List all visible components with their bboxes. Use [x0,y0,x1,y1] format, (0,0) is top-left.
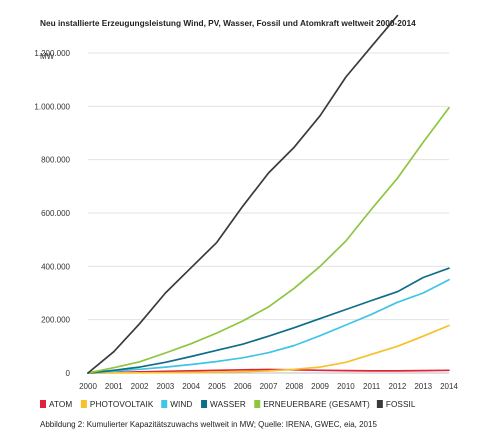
x-tick-label: 2014 [440,382,458,391]
legend-swatch [201,400,208,408]
x-tick-label: 2000 [79,382,97,391]
grid [88,52,449,374]
x-tick-label: 2004 [182,382,200,391]
legend-label: PHOTOVOLTAIK [90,400,154,409]
x-tick-label: 2008 [285,382,303,391]
x-tick-label: 2003 [156,382,174,391]
series-line [87,106,450,374]
legend-label: FOSSIL [386,400,416,409]
legend-label: ERNEUERBARE (GESAMT) [263,400,370,409]
figure-caption: Abbildung 2: Kumulierter Kapazitätszuwac… [40,420,377,429]
y-tick-label: 1.000.000 [34,102,70,111]
legend-label: WASSER [210,400,246,409]
x-tick-label: 2013 [414,382,432,391]
legend-swatch [161,400,168,408]
legend-swatch [80,400,87,408]
series-line [87,278,450,374]
y-tick-label: 400.000 [41,262,70,271]
x-tick-label: 2010 [337,382,355,391]
legend-label: WIND [170,400,192,409]
series-line [87,324,450,374]
y-unit-label: MW [40,52,55,61]
y-tick-label: 600.000 [41,209,70,218]
legend-label: ATOM [49,400,72,409]
y-tick-label: 800.000 [41,156,70,165]
series-line [87,368,450,374]
y-tick-label: 1.200.000 [34,49,70,58]
y-axis-ticks: 0 200.000 400.000 600.000 800.000 1.000.000 1.… [34,49,70,378]
y-tick-label: 0 [66,369,71,378]
legend-swatch [254,400,261,408]
legend-swatch [376,400,383,408]
y-tick-label: 200.000 [41,316,70,325]
x-tick-label: 2005 [208,382,226,391]
x-tick-label: 2012 [389,382,407,391]
series-line [87,267,450,374]
x-tick-label: 2011 [363,382,381,391]
series-lines [87,14,450,374]
chart-title: Neu installierte Erzeugungsleistung Wind… [40,18,416,28]
series-line [87,14,399,374]
x-axis-ticks: 2000 2001 2002 2003 2004 2005 2006 2007 2008 2009… [79,382,458,391]
x-tick-label: 2006 [234,382,252,391]
x-tick-label: 2001 [105,382,123,391]
x-tick-label: 2002 [131,382,149,391]
x-tick-label: 2007 [260,382,278,391]
x-tick-label: 2009 [311,382,329,391]
legend-swatch [40,400,46,408]
legend: ATOM PHOTOVOLTAIK WIND WASSER ERNEUERBARE (G… [40,400,416,409]
